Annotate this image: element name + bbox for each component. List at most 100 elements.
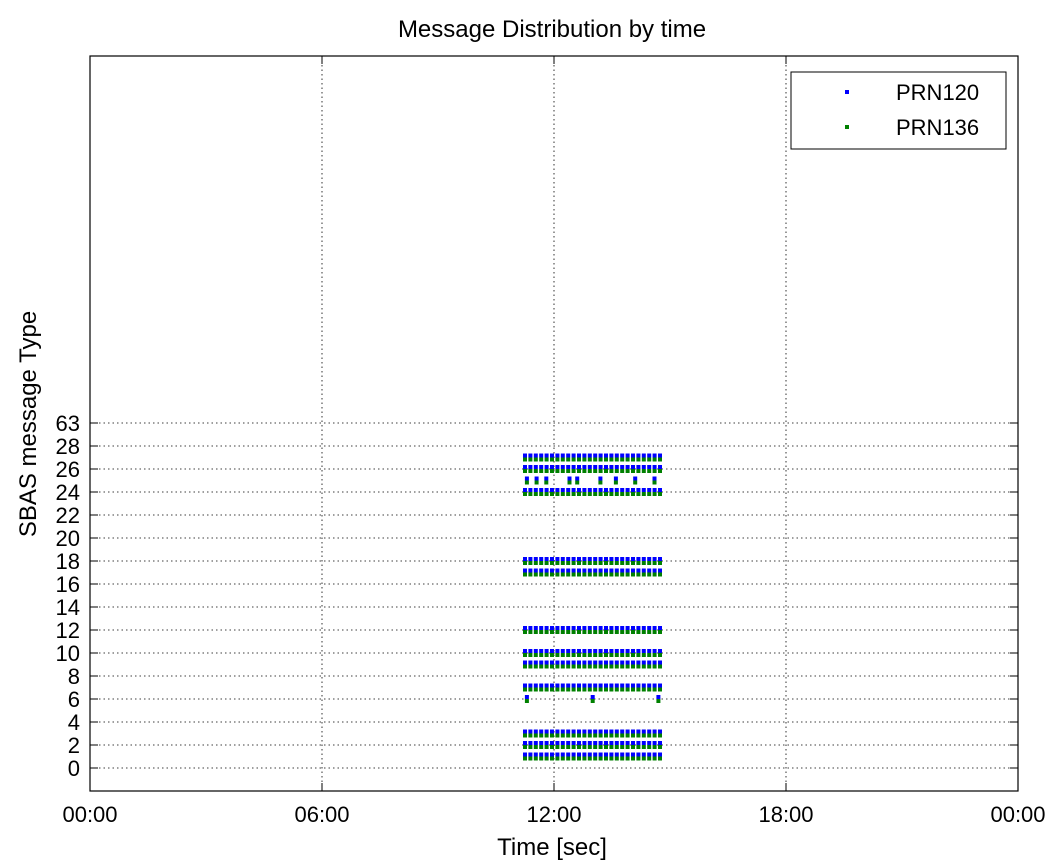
data-point bbox=[647, 733, 652, 738]
data-point bbox=[636, 729, 641, 734]
data-point bbox=[544, 480, 549, 485]
data-point bbox=[609, 653, 614, 657]
data-point bbox=[631, 752, 635, 757]
data-point bbox=[658, 733, 662, 738]
data-point bbox=[625, 626, 630, 630]
data-point bbox=[609, 572, 614, 577]
data-point bbox=[571, 453, 576, 458]
data-point bbox=[593, 630, 598, 634]
data-point bbox=[609, 630, 614, 634]
data-point bbox=[658, 557, 662, 561]
data-point bbox=[539, 660, 544, 665]
data-point bbox=[636, 653, 641, 657]
data-point bbox=[647, 687, 652, 692]
data-point bbox=[658, 741, 662, 745]
data-point bbox=[571, 492, 576, 496]
data-point bbox=[652, 653, 657, 657]
y-tick-label: 24 bbox=[56, 480, 80, 505]
data-point bbox=[567, 480, 572, 485]
data-point bbox=[636, 568, 641, 573]
data-point bbox=[609, 568, 614, 573]
data-point bbox=[533, 561, 538, 565]
data-point bbox=[631, 626, 635, 630]
data-point bbox=[528, 457, 533, 462]
data-point bbox=[560, 752, 565, 757]
data-point bbox=[587, 756, 592, 761]
data-point bbox=[523, 649, 527, 653]
data-point bbox=[593, 687, 598, 692]
data-point bbox=[641, 756, 646, 761]
data-point bbox=[593, 453, 598, 458]
data-point bbox=[528, 453, 533, 458]
data-point bbox=[544, 653, 549, 657]
data-point bbox=[544, 465, 549, 469]
data-point bbox=[593, 745, 598, 749]
data-point bbox=[523, 568, 527, 573]
data-point bbox=[555, 649, 560, 653]
data-point bbox=[652, 630, 657, 634]
data-point bbox=[560, 568, 565, 573]
data-point bbox=[609, 649, 614, 653]
data-point bbox=[631, 660, 635, 665]
data-point bbox=[631, 469, 635, 473]
data-point bbox=[625, 488, 630, 492]
data-point bbox=[571, 568, 576, 573]
data-point bbox=[625, 568, 630, 573]
data-point bbox=[598, 660, 603, 665]
data-point bbox=[523, 683, 527, 688]
data-point bbox=[587, 752, 592, 757]
data-point bbox=[555, 741, 560, 745]
data-point bbox=[582, 557, 587, 561]
data-point bbox=[566, 626, 571, 630]
data-point bbox=[587, 465, 592, 469]
data-point bbox=[636, 492, 641, 496]
data-point bbox=[550, 561, 554, 565]
data-point bbox=[625, 687, 630, 692]
data-point bbox=[647, 572, 652, 577]
data-point bbox=[598, 557, 603, 561]
data-point bbox=[555, 453, 560, 458]
data-point bbox=[620, 453, 625, 458]
data-point bbox=[533, 572, 538, 577]
data-point bbox=[598, 729, 603, 734]
data-point bbox=[658, 729, 662, 734]
data-point bbox=[544, 453, 549, 458]
data-point bbox=[582, 457, 587, 462]
data-point bbox=[587, 741, 592, 745]
data-point bbox=[609, 469, 614, 473]
data-point bbox=[631, 572, 635, 577]
data-point bbox=[571, 729, 576, 734]
data-point bbox=[636, 465, 641, 469]
data-point bbox=[625, 469, 630, 473]
data-point bbox=[609, 683, 614, 688]
data-point bbox=[528, 568, 533, 573]
data-point bbox=[620, 752, 625, 757]
data-point bbox=[523, 660, 527, 665]
data-point bbox=[641, 683, 646, 688]
data-point bbox=[528, 572, 533, 577]
data-point bbox=[550, 630, 554, 634]
data-point bbox=[652, 572, 657, 577]
data-point bbox=[604, 683, 608, 688]
data-point bbox=[598, 745, 603, 749]
data-point bbox=[523, 756, 527, 761]
data-point bbox=[652, 488, 657, 492]
data-point bbox=[571, 649, 576, 653]
data-point bbox=[614, 572, 619, 577]
data-point bbox=[625, 492, 630, 496]
data-point bbox=[577, 457, 581, 462]
data-point bbox=[590, 695, 595, 699]
data-point bbox=[550, 683, 554, 688]
data-point bbox=[658, 630, 662, 634]
data-point bbox=[609, 729, 614, 734]
data-point bbox=[571, 664, 576, 669]
data-point bbox=[528, 492, 533, 496]
data-point bbox=[625, 561, 630, 565]
data-point bbox=[523, 561, 527, 565]
data-point bbox=[614, 469, 619, 473]
data-point bbox=[582, 492, 587, 496]
data-point bbox=[550, 653, 554, 657]
data-point bbox=[587, 453, 592, 458]
data-point bbox=[577, 557, 581, 561]
data-point bbox=[641, 557, 646, 561]
